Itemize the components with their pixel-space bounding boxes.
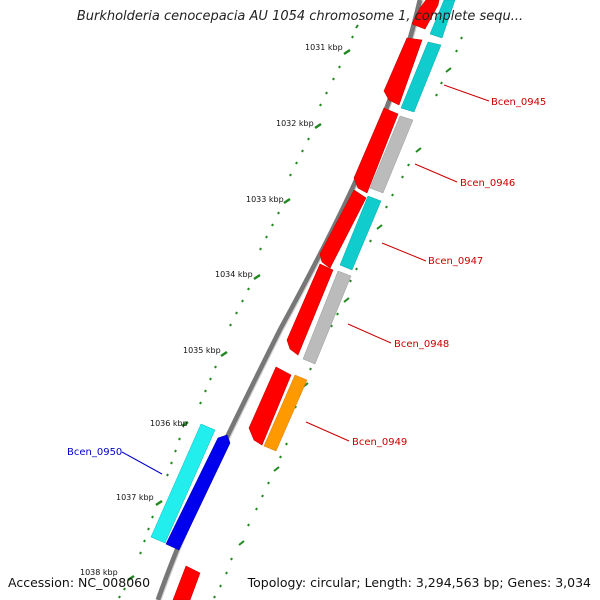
kbp-label: 1032 kbp <box>276 119 314 128</box>
map-title: Burkholderia cenocepacia AU 1054 chromos… <box>76 9 524 24</box>
cog-block-0946[interactable] <box>369 115 414 194</box>
genome-backbone-highlight <box>160 0 424 600</box>
gene-arrow-bcen-0944[interactable] <box>411 0 440 30</box>
cog-block-0948[interactable] <box>302 270 352 365</box>
kbp-label: 1031 kbp <box>305 43 343 52</box>
gene-arrow-bcen-0947[interactable] <box>319 189 367 269</box>
gene-label-bcen-0950[interactable]: Bcen_0950 <box>67 447 122 458</box>
cog-block-0944[interactable] <box>429 0 456 39</box>
gene-label-connectors <box>121 84 490 475</box>
forward-cds-track <box>172 0 440 600</box>
gene-label-bcen-0947[interactable]: Bcen_0947 <box>428 256 483 267</box>
cog-track <box>263 0 456 452</box>
accession-text: Accession: NC_008060 <box>8 575 151 590</box>
gene-arrow-bcen-0949[interactable] <box>248 366 292 446</box>
gene-label-bcen-0949[interactable]: Bcen_0949 <box>352 437 407 448</box>
gene-arrow-next[interactable] <box>172 565 201 600</box>
inner-tick-ruler <box>213 36 463 599</box>
cog-block-0949[interactable] <box>263 374 308 452</box>
gene-labels: Bcen_0945 Bcen_0946 Bcen_0947 Bcen_0948 … <box>67 97 546 458</box>
sequence-summary-text: Topology: circular; Length: 3,294,563 bp… <box>247 575 591 590</box>
kbp-label: 1038 kbp <box>80 568 118 577</box>
kbp-label: 1037 kbp <box>116 493 154 502</box>
gene-arrow-bcen-0950[interactable] <box>165 434 231 551</box>
cog-block-0947[interactable] <box>339 195 382 271</box>
gene-arrow-bcen-0946[interactable] <box>353 107 399 194</box>
gene-label-bcen-0945[interactable]: Bcen_0945 <box>491 97 546 108</box>
kbp-label: 1036 kbp <box>150 419 188 428</box>
kbp-label: 1033 kbp <box>246 195 284 204</box>
gene-arrow-bcen-0948[interactable] <box>286 263 334 356</box>
gene-label-bcen-0946[interactable]: Bcen_0946 <box>460 178 515 189</box>
kbp-label: 1034 kbp <box>215 270 253 279</box>
cog-block-0945[interactable] <box>400 41 442 113</box>
outer-tick-ruler <box>118 24 359 599</box>
reverse-cds-track <box>150 423 231 551</box>
cog-block-0950[interactable] <box>150 423 216 544</box>
kbp-label: 1035 kbp <box>183 346 221 355</box>
gene-label-bcen-0948[interactable]: Bcen_0948 <box>394 339 449 350</box>
kbp-labels: 1031 kbp 1032 kbp 1033 kbp 1034 kbp 1035… <box>80 43 343 577</box>
gene-arrow-bcen-0945[interactable] <box>383 37 423 106</box>
